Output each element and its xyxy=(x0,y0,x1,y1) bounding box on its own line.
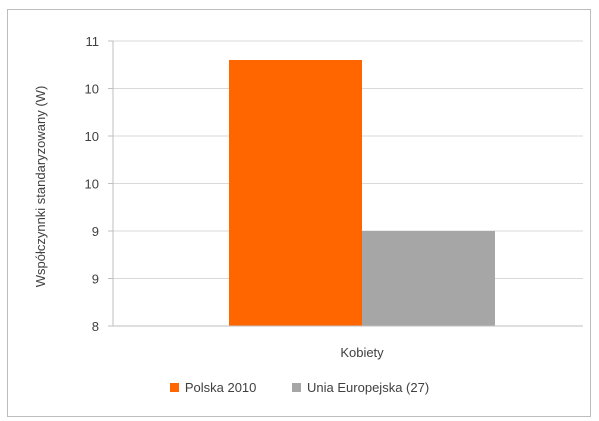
y-tick-label: 8 xyxy=(92,319,99,334)
legend-swatch-ue xyxy=(292,383,302,392)
legend-item-ue: Unia Europejska (27) xyxy=(292,380,429,395)
legend-label-polska: Polska 2010 xyxy=(184,380,257,395)
y-tick-label: 10 xyxy=(85,177,99,192)
legend: Polska 2010 Unia Europejska (27) xyxy=(0,380,599,395)
y-tick-label: 10 xyxy=(85,82,99,97)
legend-item-polska: Polska 2010 xyxy=(169,380,257,395)
legend-swatch-polska xyxy=(169,383,179,392)
y-tick-label: 10 xyxy=(85,129,99,144)
bar-unia-europejska-27 xyxy=(362,231,495,326)
y-axis-label: Współczynnki standaryzowany (W) xyxy=(33,86,48,288)
y-axis-ticks: 8 9 9 10 10 10 11 xyxy=(85,34,113,334)
legend-label-ue: Unia Europejska (27) xyxy=(307,380,430,395)
y-tick-label: 11 xyxy=(86,34,100,49)
bars xyxy=(229,60,495,326)
y-tick-label: 9 xyxy=(92,272,99,287)
y-tick-label: 9 xyxy=(92,224,99,239)
bar-polska-2010 xyxy=(229,60,362,326)
category-label: Kobiety xyxy=(340,345,384,360)
